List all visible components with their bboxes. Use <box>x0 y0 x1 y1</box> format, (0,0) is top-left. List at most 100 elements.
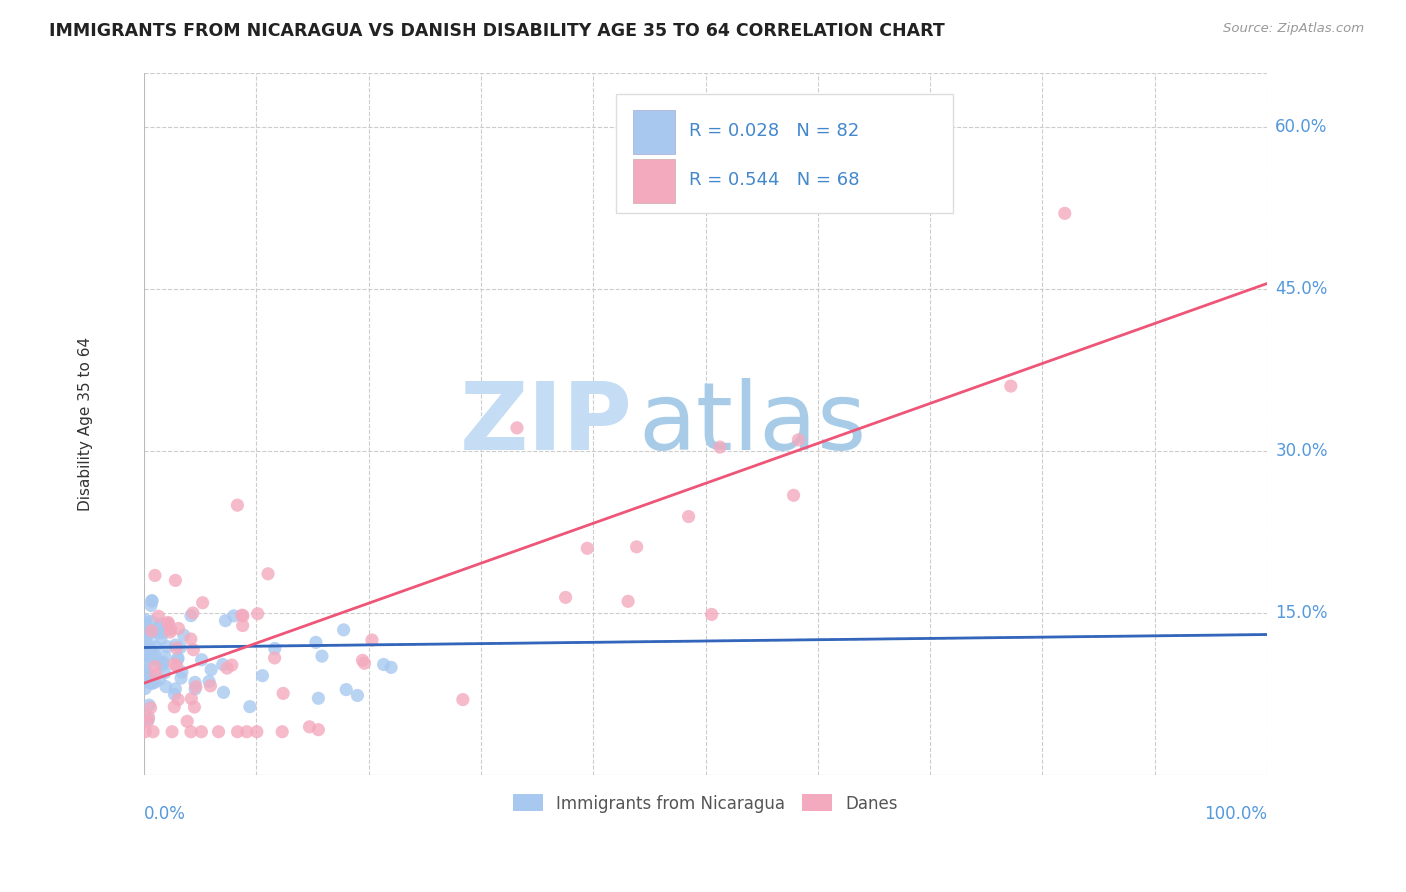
Legend: Immigrants from Nicaragua, Danes: Immigrants from Nicaragua, Danes <box>506 788 904 819</box>
Point <box>246 607 269 621</box>
Point <box>138 637 160 651</box>
Text: 0.0%: 0.0% <box>143 805 186 823</box>
Point <box>136 646 159 660</box>
Point <box>134 615 156 630</box>
Point <box>143 648 166 662</box>
Point <box>184 680 207 694</box>
Point <box>1000 379 1022 393</box>
Point <box>226 724 249 739</box>
Point <box>152 625 174 640</box>
Point <box>246 724 269 739</box>
Point <box>198 674 221 689</box>
Point <box>451 692 474 706</box>
Text: IMMIGRANTS FROM NICARAGUA VS DANISH DISABILITY AGE 35 TO 64 CORRELATION CHART: IMMIGRANTS FROM NICARAGUA VS DANISH DISA… <box>49 22 945 40</box>
Text: 100.0%: 100.0% <box>1204 805 1267 823</box>
Point <box>165 681 187 696</box>
Point <box>138 625 160 640</box>
Point <box>135 675 157 690</box>
Point <box>353 657 375 671</box>
Text: atlas: atlas <box>638 378 866 470</box>
Point <box>263 641 285 656</box>
Point <box>305 635 328 649</box>
Point <box>149 656 172 670</box>
Point <box>141 676 163 690</box>
Point <box>134 667 156 681</box>
Point <box>146 626 169 640</box>
Point <box>200 663 222 677</box>
Point <box>141 675 163 690</box>
Point <box>217 661 239 675</box>
Point <box>136 714 159 729</box>
Point <box>180 724 202 739</box>
Text: 15.0%: 15.0% <box>1275 604 1327 622</box>
Point <box>183 700 205 714</box>
Point <box>352 653 374 667</box>
Point <box>221 658 243 673</box>
Point <box>135 613 157 627</box>
Point <box>145 640 167 654</box>
Point <box>311 649 333 664</box>
Point <box>135 674 157 689</box>
Point <box>232 618 254 632</box>
Point <box>212 685 235 699</box>
Point <box>135 646 157 660</box>
Text: R = 0.028   N = 82: R = 0.028 N = 82 <box>689 121 859 139</box>
Point <box>138 710 160 724</box>
Point <box>165 638 187 652</box>
Point <box>159 625 181 640</box>
Point <box>153 665 176 680</box>
Point <box>167 622 190 636</box>
Point <box>139 640 162 655</box>
Point <box>142 724 165 739</box>
Point <box>180 691 202 706</box>
Point <box>141 625 163 640</box>
Point <box>143 568 166 582</box>
Point <box>170 665 193 679</box>
Point <box>231 608 253 623</box>
Point <box>143 651 166 665</box>
Point <box>139 649 162 664</box>
Point <box>156 617 179 632</box>
Point <box>190 653 212 667</box>
Point <box>782 488 804 502</box>
Point <box>148 673 170 687</box>
Point <box>263 651 285 665</box>
Point <box>346 689 368 703</box>
Point <box>626 540 648 554</box>
Point <box>239 699 262 714</box>
Point <box>134 628 156 642</box>
Point <box>138 643 160 657</box>
Point <box>167 692 190 706</box>
Point <box>141 654 163 668</box>
Point <box>173 628 195 642</box>
Point <box>226 498 249 512</box>
Point <box>506 421 529 435</box>
Point <box>678 509 700 524</box>
Point <box>191 596 214 610</box>
Point <box>138 625 160 640</box>
Point <box>139 642 162 657</box>
Point <box>138 698 160 713</box>
Text: 30.0%: 30.0% <box>1275 442 1327 460</box>
Point <box>150 632 173 646</box>
Text: Disability Age 35 to 64: Disability Age 35 to 64 <box>79 337 93 511</box>
Point <box>163 699 186 714</box>
Point <box>138 713 160 727</box>
Point <box>157 622 180 636</box>
Point <box>156 615 179 630</box>
Point <box>136 648 159 663</box>
Point <box>163 657 186 672</box>
Point <box>207 724 229 739</box>
FancyBboxPatch shape <box>633 111 675 153</box>
Text: Source: ZipAtlas.com: Source: ZipAtlas.com <box>1223 22 1364 36</box>
Point <box>184 675 207 690</box>
Point <box>257 566 280 581</box>
Point <box>141 615 163 629</box>
Point <box>700 607 723 622</box>
Point <box>176 714 198 729</box>
Point <box>146 620 169 634</box>
Point <box>134 632 156 647</box>
Point <box>181 606 204 620</box>
Point <box>153 649 176 664</box>
Point <box>576 541 599 556</box>
